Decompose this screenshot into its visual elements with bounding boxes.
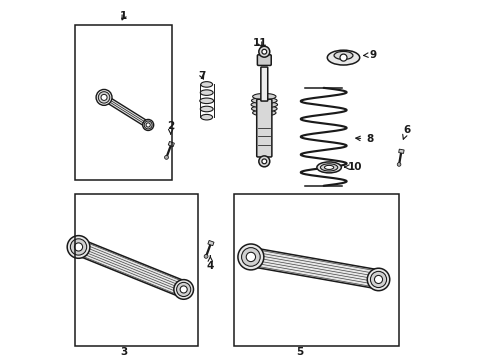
- Circle shape: [98, 92, 109, 103]
- Circle shape: [67, 235, 90, 258]
- Text: 2: 2: [167, 121, 174, 134]
- Polygon shape: [398, 149, 403, 153]
- Circle shape: [70, 239, 86, 255]
- Polygon shape: [102, 95, 149, 127]
- Ellipse shape: [251, 105, 277, 112]
- Circle shape: [374, 275, 382, 283]
- Ellipse shape: [252, 94, 275, 100]
- Polygon shape: [168, 141, 174, 147]
- Text: 11: 11: [252, 38, 266, 48]
- Ellipse shape: [251, 98, 277, 104]
- Circle shape: [174, 280, 193, 299]
- Ellipse shape: [201, 82, 212, 87]
- FancyBboxPatch shape: [257, 55, 271, 66]
- Circle shape: [164, 156, 168, 159]
- Bar: [75, 194, 197, 346]
- Circle shape: [370, 271, 386, 288]
- Ellipse shape: [200, 106, 213, 112]
- Text: 5: 5: [296, 347, 304, 357]
- Bar: [75, 25, 172, 180]
- Circle shape: [262, 49, 266, 54]
- Ellipse shape: [333, 51, 352, 59]
- Ellipse shape: [324, 165, 333, 170]
- Circle shape: [203, 255, 207, 258]
- Circle shape: [101, 94, 107, 100]
- Circle shape: [146, 123, 150, 127]
- FancyBboxPatch shape: [260, 67, 267, 101]
- Polygon shape: [75, 239, 186, 297]
- Ellipse shape: [252, 110, 275, 116]
- Text: 10: 10: [344, 162, 362, 172]
- Polygon shape: [207, 240, 214, 246]
- Ellipse shape: [250, 102, 277, 108]
- Circle shape: [258, 156, 269, 167]
- Ellipse shape: [320, 164, 337, 171]
- Circle shape: [246, 252, 255, 262]
- Text: 9: 9: [363, 50, 376, 60]
- FancyBboxPatch shape: [256, 99, 271, 157]
- Ellipse shape: [200, 98, 213, 104]
- Text: 3: 3: [120, 347, 127, 357]
- Polygon shape: [249, 248, 379, 289]
- Text: 4: 4: [206, 256, 214, 271]
- Circle shape: [144, 121, 152, 129]
- Circle shape: [142, 120, 153, 130]
- Ellipse shape: [201, 114, 212, 120]
- Ellipse shape: [326, 50, 359, 65]
- Bar: [233, 194, 399, 346]
- Text: 6: 6: [402, 125, 409, 139]
- Ellipse shape: [200, 90, 213, 95]
- Circle shape: [74, 243, 82, 251]
- Circle shape: [180, 286, 187, 293]
- Circle shape: [262, 159, 266, 164]
- Circle shape: [176, 282, 190, 297]
- Text: 8: 8: [355, 134, 373, 144]
- Circle shape: [339, 54, 346, 61]
- Circle shape: [238, 244, 264, 270]
- Circle shape: [241, 248, 260, 266]
- Circle shape: [258, 46, 269, 57]
- Circle shape: [366, 268, 389, 291]
- Text: 1: 1: [120, 11, 127, 21]
- Text: 7: 7: [198, 71, 205, 81]
- Ellipse shape: [316, 162, 341, 173]
- Circle shape: [396, 163, 400, 166]
- Circle shape: [96, 89, 112, 105]
